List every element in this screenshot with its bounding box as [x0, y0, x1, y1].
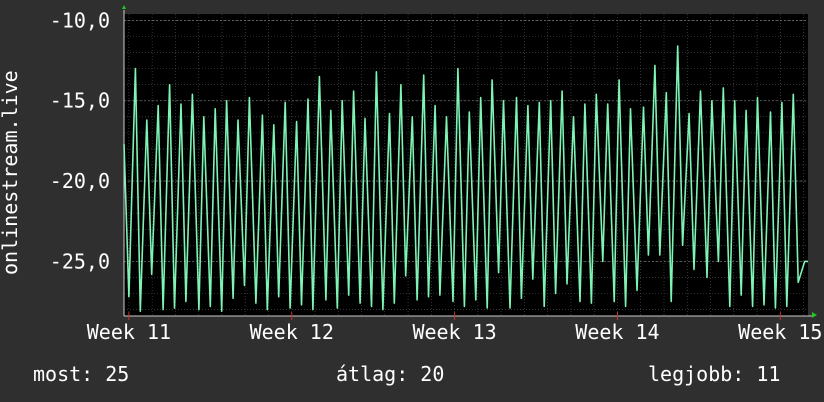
- x-tick-label: Week 11: [87, 320, 171, 344]
- legend-current-value: 25: [105, 362, 130, 386]
- legend-average-value: 20: [420, 362, 445, 386]
- y-tick-label: -25,0: [50, 249, 110, 273]
- x-tick-label: Week 14: [575, 320, 659, 344]
- legend-average: átlag: 20: [336, 362, 444, 386]
- series-lines: [123, 45, 808, 313]
- y-tick-label: -20,0: [50, 169, 110, 193]
- legend-average-label: átlag:: [336, 362, 409, 386]
- x-tick-label: Week 12: [250, 320, 334, 344]
- legend-best: legjobb: 11: [648, 362, 780, 386]
- y-axis-label: onlinestream.live: [0, 70, 22, 275]
- y-ticks: -10,0 -15,0 -20,0 -25,0: [50, 8, 110, 273]
- x-ticks: Week 11 Week 12 Week 13 Week 14 Week 15: [87, 312, 822, 344]
- series-line: [123, 45, 808, 313]
- legend-current-label: most:: [33, 362, 94, 386]
- y-tick-label: -15,0: [50, 89, 110, 113]
- y-tick-label: -10,0: [50, 8, 110, 32]
- x-tick-label: Week 15: [738, 320, 822, 344]
- legend-best-label: legjobb:: [648, 362, 745, 386]
- x-axis-arrow-icon: [812, 312, 817, 318]
- legend-best-value: 11: [756, 362, 781, 386]
- y-axis-arrow-icon: [122, 5, 126, 9]
- legend-current: most: 25: [33, 362, 129, 386]
- x-tick-label: Week 13: [412, 320, 496, 344]
